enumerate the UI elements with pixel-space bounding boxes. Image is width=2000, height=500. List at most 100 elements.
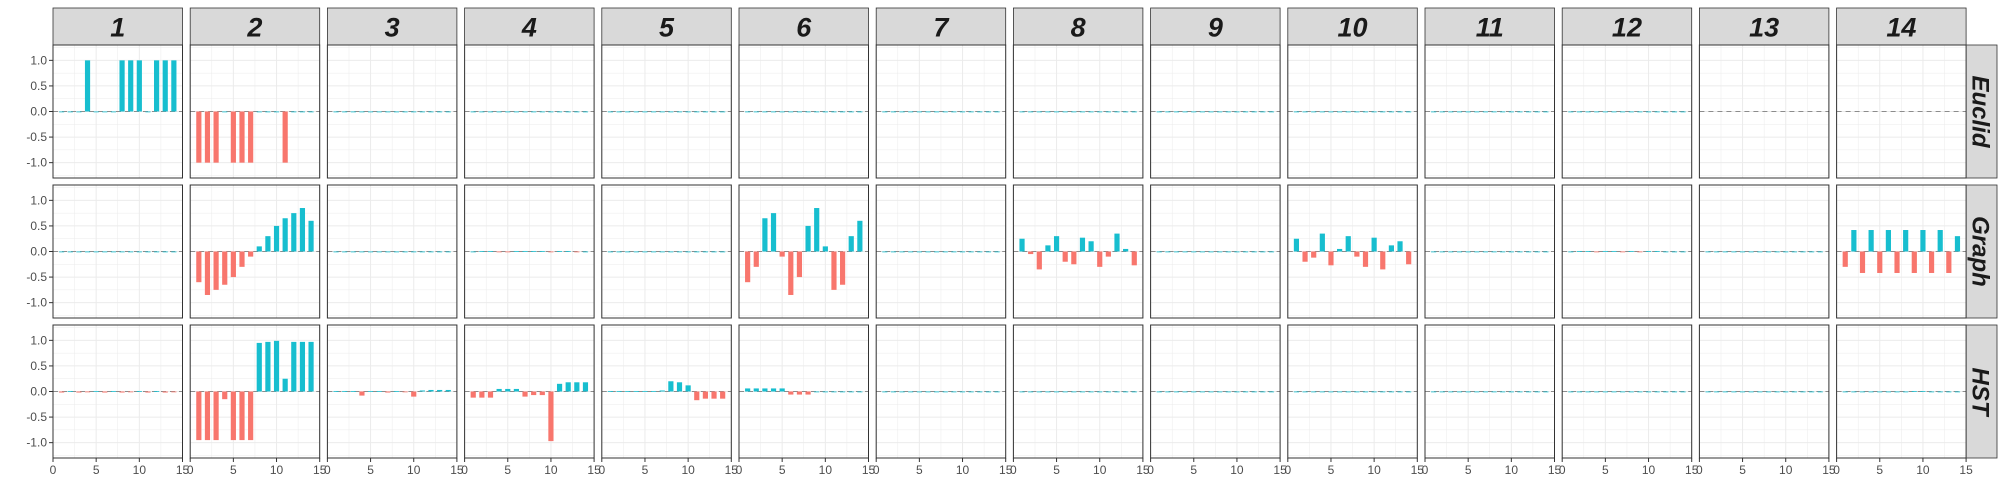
panel-hst-6-bar-4 — [770, 388, 777, 392]
panel-euclid-12-bar-11 — [1654, 111, 1660, 113]
facet-strip-col-11 — [1424, 7, 1555, 46]
panel-euclid-12-bar-9 — [1637, 111, 1643, 113]
panel-graph-12-bar-1 — [1568, 251, 1574, 253]
panel-euclid-10-bar-14 — [1406, 111, 1412, 113]
panel-hst-1-bar-1 — [59, 391, 65, 393]
panel-graph-7-bar-6 — [925, 251, 931, 253]
facet-strip-label-row-hst: HST — [1967, 368, 1994, 418]
panel-hst-8-border — [1012, 324, 1144, 459]
panel-hst-6-bar-14 — [857, 391, 863, 393]
panel-euclid-9-bar-8 — [1217, 111, 1223, 113]
panel-hst-7-bar-9 — [951, 391, 957, 393]
x-tick-label-col-2: 10 — [270, 463, 284, 477]
panel-hst-3-bar-9 — [402, 391, 408, 393]
panel-hst-9-bar-2 — [1165, 391, 1171, 393]
panel-euclid-9-bar-14 — [1268, 111, 1275, 113]
panel-hst-11-bar-5 — [1465, 391, 1471, 393]
panel-graph-4-bar-12 — [565, 250, 571, 252]
panel-euclid-9-border — [1150, 44, 1281, 179]
panel-hst-9-bar-1 — [1156, 391, 1162, 393]
panel-hst-8-bar-13 — [1123, 391, 1129, 393]
panel-euclid-1-bar-5 — [93, 111, 99, 113]
panel-graph-6-border — [738, 184, 869, 319]
panel-hst-9-bar-14 — [1268, 391, 1275, 393]
panel-euclid-12-bar-2 — [1576, 111, 1583, 113]
panel-hst-1-bar-14 — [171, 391, 177, 393]
panel-graph-2-bar-13 — [299, 208, 306, 252]
panel-euclid-13-border — [1698, 44, 1830, 179]
panel-hst-12-bar-12 — [1663, 391, 1669, 393]
panel-graph-11-bar-4 — [1456, 251, 1463, 253]
panel-graph-6-bar-7 — [796, 251, 803, 278]
panel-euclid-1-bar-12 — [154, 60, 160, 112]
panel-hst-11-bar-6 — [1474, 391, 1480, 393]
panel-graph-8-bar-5 — [1053, 236, 1060, 252]
facet-strip-label-col-10: 10 — [1338, 13, 1368, 43]
panel-hst-14-bar-1 — [1842, 391, 1848, 393]
y-tick-label-graph: 1.0 — [30, 193, 47, 207]
panel-hst-11-bar-4 — [1456, 391, 1463, 393]
y-tick-label-graph: 0.5 — [30, 219, 47, 233]
panel-graph-6-bar-3 — [762, 218, 768, 252]
panel-euclid-5-bar-7 — [659, 111, 665, 113]
panel-graph-12-bar-10 — [1645, 250, 1652, 252]
panel-hst-5-bar-3 — [625, 390, 631, 392]
panel-euclid-5-bar-2 — [616, 111, 622, 113]
x-tick-label-col-3: 10 — [407, 463, 421, 477]
panel-euclid-10-bar-3 — [1311, 111, 1317, 113]
panel-graph-1-bar-11 — [145, 251, 151, 253]
facet-strip-label-col-14: 14 — [1886, 13, 1916, 43]
panel-graph-7-bar-4 — [908, 251, 914, 253]
panel-hst-14-bar-6 — [1885, 391, 1891, 393]
panel-graph-11-bar-2 — [1439, 251, 1445, 253]
panel-euclid-2-bar-9 — [265, 111, 271, 113]
panel-graph-1-bar-4 — [84, 251, 91, 253]
panel-hst-11-bar-9 — [1500, 391, 1506, 393]
panel-euclid-4-bar-2 — [479, 111, 485, 113]
panel-graph-5-bar-14 — [720, 251, 726, 253]
panel-euclid-4-bar-14 — [582, 111, 589, 113]
panel-hst-12-bar-2 — [1576, 391, 1583, 393]
panel-euclid-4-bar-11 — [556, 111, 563, 113]
panel-graph-3-bar-4 — [359, 251, 365, 253]
panel-euclid-11-bar-10 — [1508, 111, 1514, 113]
panel-hst-13-bar-5 — [1739, 391, 1746, 393]
x-tick-label-col-9: 10 — [1230, 463, 1244, 477]
panel-euclid-11-bar-1 — [1431, 111, 1437, 113]
panel-euclid-8-bar-10 — [1097, 111, 1103, 113]
panel-hst-5-bar-11 — [694, 391, 700, 401]
panel-graph-11-bar-7 — [1482, 251, 1489, 253]
x-tick-label-col-7: 0 — [873, 463, 880, 477]
panel-graph-5-bar-5 — [642, 251, 648, 253]
panel-hst-1-bar-12 — [154, 390, 160, 392]
x-tick-label-col-9: 0 — [1147, 463, 1154, 477]
panel-euclid-12-bar-1 — [1568, 111, 1574, 113]
panel-hst-5-bar-10 — [685, 385, 691, 392]
x-tick-label-col-11: 0 — [1422, 463, 1429, 477]
panel-graph-9-bar-11 — [1242, 251, 1249, 253]
panel-hst-8-bar-11 — [1105, 391, 1111, 393]
panel-graph-1-bar-12 — [154, 251, 160, 253]
x-tick-label-col-5: 5 — [642, 463, 649, 477]
panel-graph-14-border — [1836, 184, 1967, 319]
panel-graph-7-bar-9 — [951, 251, 957, 253]
panel-euclid-2-bar-14 — [308, 111, 314, 113]
panel-hst-14-bar-8 — [1903, 391, 1909, 393]
panel-euclid-7-bar-3 — [899, 111, 905, 113]
panel-hst-3-bar-2 — [342, 390, 348, 392]
panel-euclid-7-bar-7 — [934, 111, 940, 113]
panel-graph-9-bar-3 — [1173, 251, 1180, 253]
panel-hst-13-bar-14 — [1817, 391, 1823, 393]
panel-graph-4-border — [464, 184, 595, 319]
panel-hst-2-bar-4 — [222, 391, 228, 400]
panel-hst-6-bar-13 — [848, 391, 854, 393]
panel-hst-3-bar-10 — [411, 391, 417, 397]
panel-euclid-6-bar-4 — [770, 111, 777, 113]
panel-hst-4-bar-8 — [531, 391, 537, 396]
panel-euclid-5-bar-4 — [633, 111, 639, 113]
panel-hst-7-bar-13 — [985, 391, 992, 393]
panel-euclid-7-bar-11 — [968, 111, 974, 113]
panel-hst-9-bar-11 — [1242, 391, 1249, 393]
panel-hst-4-bar-1 — [470, 391, 476, 398]
